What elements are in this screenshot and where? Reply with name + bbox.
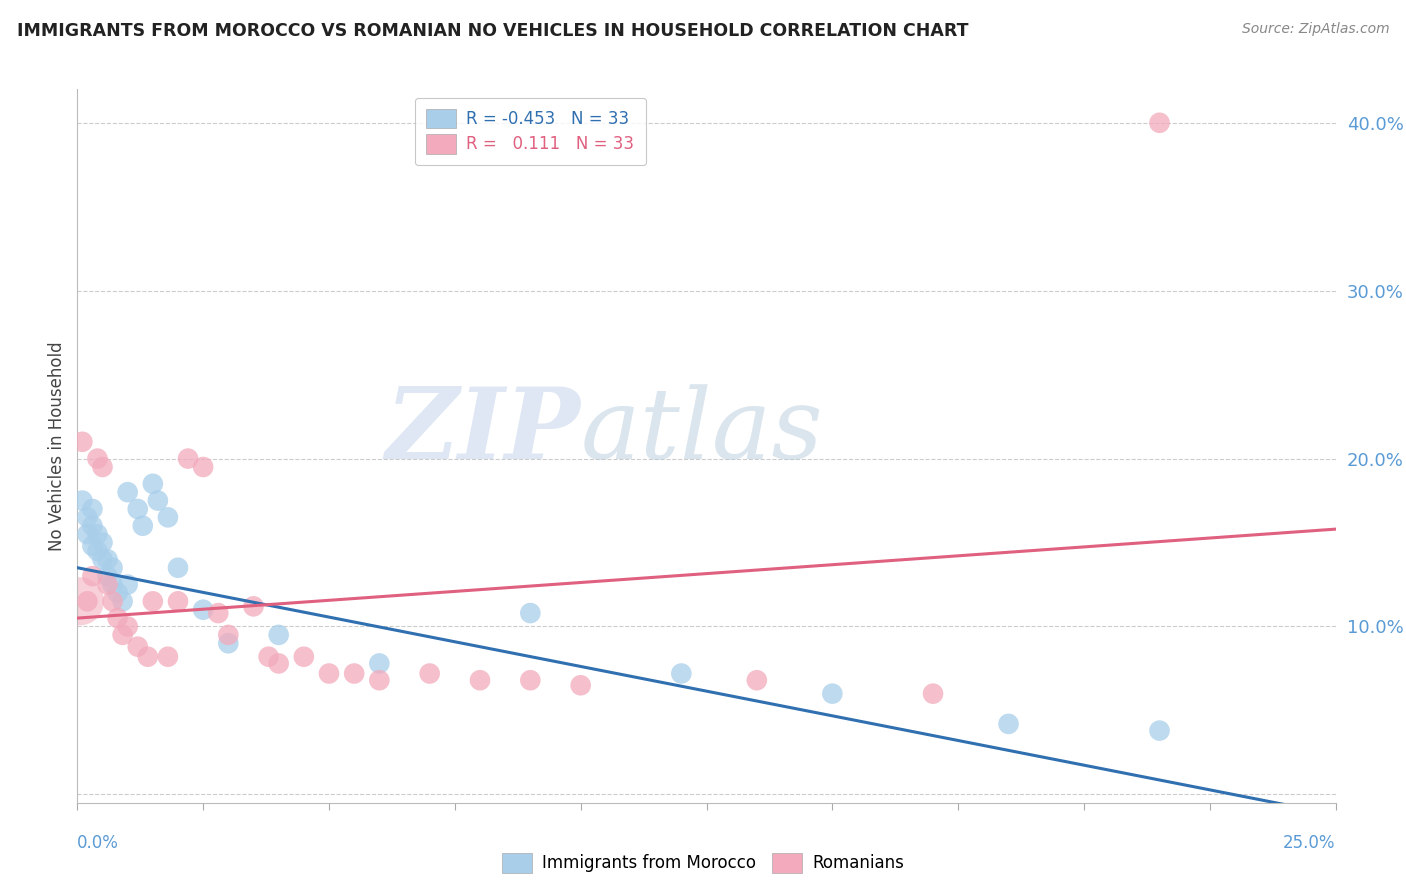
Point [86,527,108,541]
Point [82,502,104,516]
Point [146,493,169,508]
Text: Source: ZipAtlas.com: Source: ZipAtlas.com [1241,22,1389,37]
Point [368,657,391,671]
Point [519,606,541,620]
Point [91,552,114,566]
Point [101,560,124,574]
Point [922,687,945,701]
Legend: Immigrants from Morocco, Romanians: Immigrants from Morocco, Romanians [495,847,911,880]
Point [82,569,104,583]
Point [191,603,215,617]
Point [86,544,108,558]
Point [167,560,190,574]
Point [76,527,98,541]
Point [343,666,366,681]
Point [217,636,239,650]
Point [997,717,1019,731]
Point [69,594,91,608]
Point [292,649,315,664]
Point [267,657,290,671]
Point [368,673,391,688]
Point [91,460,114,475]
Point [86,451,108,466]
Point [821,687,844,701]
Point [217,628,239,642]
Point [72,493,94,508]
Point [76,510,98,524]
Point [117,577,139,591]
Point [191,460,215,475]
Point [76,594,98,608]
Text: 25.0%: 25.0% [1284,834,1336,852]
Point [111,628,134,642]
Text: IMMIGRANTS FROM MOROCCO VS ROMANIAN NO VEHICLES IN HOUSEHOLD CORRELATION CHART: IMMIGRANTS FROM MOROCCO VS ROMANIAN NO V… [17,22,969,40]
Text: ZIP: ZIP [385,384,581,480]
Point [96,569,118,583]
Point [242,599,264,614]
Point [107,611,129,625]
Point [117,619,139,633]
Y-axis label: No Vehicles in Household: No Vehicles in Household [48,341,66,551]
Point [117,485,139,500]
Point [132,518,155,533]
Point [671,666,693,681]
Point [96,552,118,566]
Point [136,649,159,664]
Point [167,594,190,608]
Point [257,649,280,664]
Point [519,673,541,688]
Point [82,539,104,553]
Point [101,577,124,591]
Point [1149,723,1171,738]
Point [96,577,118,591]
Legend: R = -0.453   N = 33, R =   0.111   N = 33: R = -0.453 N = 33, R = 0.111 N = 33 [415,97,645,165]
Point [127,640,149,654]
Point [569,678,592,692]
Point [207,606,229,620]
Point [468,673,491,688]
Text: 0.0%: 0.0% [77,834,120,852]
Point [156,510,179,524]
Point [82,518,104,533]
Point [91,535,114,549]
Point [156,649,179,664]
Point [142,476,165,491]
Point [142,594,165,608]
Point [745,673,768,688]
Point [107,586,129,600]
Point [177,451,200,466]
Point [72,434,94,449]
Point [419,666,441,681]
Point [318,666,340,681]
Point [267,628,290,642]
Text: atlas: atlas [581,384,824,479]
Point [1149,116,1171,130]
Point [111,594,134,608]
Point [101,594,124,608]
Point [127,502,149,516]
